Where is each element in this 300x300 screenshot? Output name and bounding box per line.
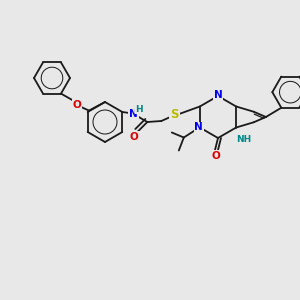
- Text: O: O: [73, 100, 81, 110]
- Text: NH: NH: [237, 135, 252, 144]
- Text: O: O: [130, 132, 139, 142]
- Text: N: N: [194, 122, 203, 133]
- Text: N: N: [129, 109, 138, 119]
- Text: O: O: [212, 151, 220, 161]
- Text: S: S: [170, 107, 178, 121]
- Text: H: H: [136, 104, 143, 113]
- Text: N: N: [214, 90, 222, 100]
